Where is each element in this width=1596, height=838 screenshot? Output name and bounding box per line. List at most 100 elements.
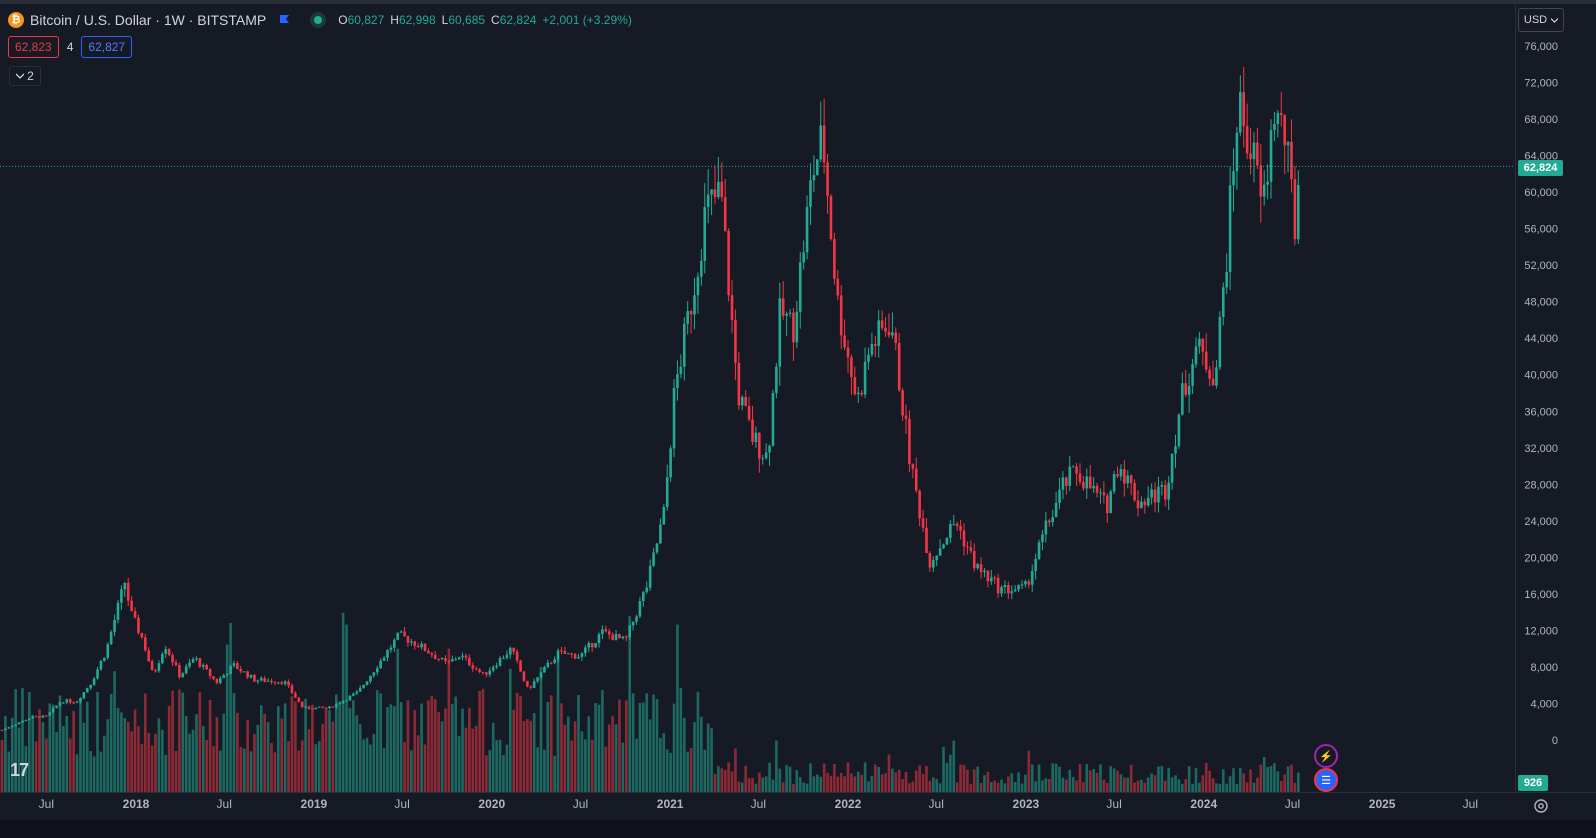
volume-bar — [1003, 783, 1007, 792]
indicators-collapse-button[interactable]: 2 — [9, 66, 41, 86]
volume-bar — [723, 769, 727, 792]
volume-bar — [205, 739, 208, 792]
candle-body — [79, 698, 82, 702]
volume-bar — [972, 769, 976, 792]
volume-bar — [1293, 782, 1297, 792]
volume-bar — [850, 773, 853, 792]
candle-body — [1129, 475, 1133, 484]
candle-body — [48, 712, 52, 716]
volume-bar — [1024, 774, 1027, 792]
candle-body — [324, 707, 328, 709]
candle-body — [184, 666, 188, 674]
volume-bar — [928, 780, 932, 792]
candle-body — [205, 664, 208, 670]
candle-body — [584, 647, 587, 654]
candle-body — [706, 194, 710, 208]
volume-bar — [989, 782, 993, 792]
volume-bar — [232, 693, 236, 792]
candle-body — [843, 335, 846, 348]
volume-bar — [0, 739, 4, 792]
candle-body — [928, 552, 932, 568]
price-tick-label: 68,000 — [1524, 114, 1558, 126]
us-flag-event-icon[interactable]: ☰ — [1314, 768, 1338, 792]
volume-bar — [481, 688, 485, 792]
price-scale[interactable] — [1515, 4, 1596, 792]
lightning-event-icon[interactable]: ⚡ — [1314, 744, 1338, 768]
volume-bar — [45, 738, 48, 792]
volume-bar — [1047, 779, 1051, 792]
candle-body — [747, 405, 751, 420]
candle-body — [1003, 585, 1007, 588]
volume-bar — [877, 767, 881, 792]
volume-bar — [1184, 779, 1188, 792]
buy-price-button[interactable]: 62,827 — [81, 36, 133, 58]
candle-body — [1297, 184, 1300, 240]
time-scale[interactable] — [0, 792, 1596, 821]
candle-body — [328, 706, 331, 709]
candle-body — [106, 644, 110, 658]
currency-button[interactable]: USD — [1518, 8, 1564, 32]
candle-body — [495, 665, 498, 668]
flag-icon[interactable] — [278, 14, 290, 26]
candle-body — [577, 656, 580, 659]
volume-bar — [307, 729, 311, 792]
tradingview-logo[interactable]: 17 — [10, 760, 29, 780]
volume-bar — [399, 701, 403, 792]
candle-body — [935, 555, 939, 561]
candle-body — [880, 320, 884, 328]
ohlc-close: 62,824 — [499, 13, 537, 27]
volume-bar — [450, 704, 454, 792]
candle-body — [877, 320, 881, 346]
candle-body — [529, 686, 533, 688]
volume-bar — [812, 776, 816, 792]
volume-bar — [1228, 776, 1232, 792]
volume-bar — [880, 774, 884, 792]
time-tick-label: 2023 — [1013, 797, 1040, 811]
candle-body — [1126, 475, 1130, 484]
volume-bar — [676, 624, 679, 792]
candle-body — [546, 662, 550, 668]
time-tick-label: 2022 — [835, 797, 862, 811]
candle-body — [1167, 482, 1170, 500]
symbol-title[interactable]: Bitcoin / U.S. Dollar · 1W · BITSTAMP — [30, 12, 267, 28]
candle-body — [1262, 184, 1266, 197]
candle-body — [580, 653, 584, 657]
volume-bar — [491, 722, 495, 792]
price-tick-label: 4,000 — [1530, 698, 1558, 710]
candle-body — [812, 174, 816, 181]
gear-icon[interactable] — [1532, 797, 1550, 815]
candle-body — [1075, 466, 1078, 474]
candle-body — [457, 657, 461, 660]
volume-bar — [945, 762, 949, 792]
sell-price-button[interactable]: 62,823 — [8, 36, 59, 58]
volume-bar — [839, 772, 843, 792]
candle-body — [1228, 185, 1232, 272]
candle-body — [645, 587, 649, 592]
candle-body — [570, 653, 573, 655]
volume-bar — [734, 748, 737, 792]
candle-body — [539, 672, 543, 678]
candle-body — [1095, 485, 1099, 493]
candle-body — [440, 657, 444, 660]
volume-bar — [1102, 779, 1106, 792]
candle-body — [519, 660, 522, 672]
candle-body — [1184, 383, 1188, 395]
candle-body — [659, 524, 662, 544]
volume-bar — [229, 622, 232, 792]
candle-body — [1102, 492, 1106, 496]
volume-bar — [1041, 780, 1044, 792]
candle-body — [669, 448, 672, 478]
candle-body — [1099, 492, 1102, 494]
volume-bar — [1078, 764, 1082, 792]
volume-bar — [120, 712, 123, 792]
volume-bar — [976, 766, 979, 792]
time-tick-label: Jul — [217, 797, 232, 811]
candle-body — [157, 663, 161, 671]
volume-bar — [1239, 768, 1242, 792]
volume-bar — [1297, 772, 1300, 792]
candle-body — [515, 651, 519, 661]
volume-bar — [1126, 777, 1130, 792]
candle-body — [949, 523, 952, 538]
price-tick-label: 64,000 — [1524, 151, 1558, 163]
